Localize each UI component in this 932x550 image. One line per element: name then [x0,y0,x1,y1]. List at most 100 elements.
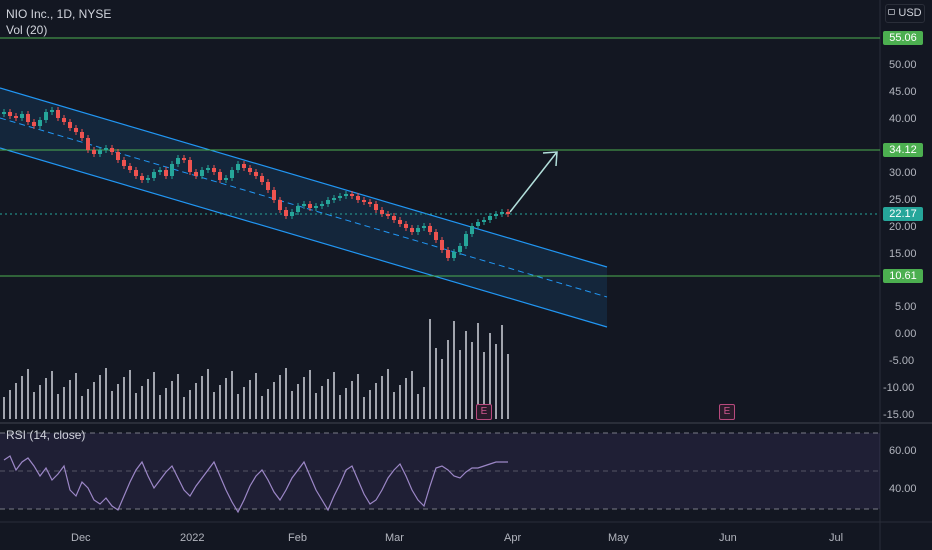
candle [182,155,186,163]
volume-bar [105,368,107,419]
volume-bar [195,383,197,419]
candle [272,187,276,203]
rsi-legend[interactable]: RSI (14, close) [6,428,86,442]
candle [470,223,474,237]
volume-bar [81,396,83,419]
time-label: 2022 [180,532,205,544]
volume-bar [243,387,245,419]
volume-bar [309,370,311,419]
volume-bar [315,393,317,419]
volume-bar [261,396,263,419]
candle [494,211,498,219]
symbol-title[interactable]: NIO Inc., 1D, NYSE [6,7,112,21]
volume-bar [369,390,371,419]
candle [32,119,36,129]
volume-bar [489,333,491,419]
price-tag-34: 34.12 [883,143,923,157]
candle [206,165,210,173]
volume-bars [3,319,509,419]
volume-bar [225,378,227,419]
candle [80,129,84,141]
candle [8,109,12,119]
candle [92,147,96,157]
volume-bar [129,370,131,419]
volume-bar [363,397,365,419]
volume-bar [333,372,335,419]
candle [284,207,288,219]
volume-bar [345,388,347,419]
candle [164,167,168,179]
channel-mid-line [0,117,608,298]
currency-button[interactable]: USD [885,4,925,23]
rsi-line [3,455,508,514]
currency-label: USD [898,7,922,19]
volume-bar [405,378,407,419]
candle [98,147,102,157]
candle [26,111,30,125]
candle [104,145,108,153]
volume-bar [69,380,71,419]
candlesticks [2,107,510,261]
candle [74,125,78,135]
candle [446,247,450,261]
volume-bar [393,392,395,419]
candle [338,193,342,201]
candle [110,145,114,155]
volume-bar [177,374,179,419]
price-tick: 30.00 [889,167,917,179]
candle [152,169,156,181]
volume-bar [441,359,443,419]
channel-upper-line [0,87,608,268]
candle [314,203,318,211]
volume-legend[interactable]: Vol (20) [6,23,48,37]
volume-bar [63,387,65,419]
volume-bar [429,319,431,419]
candle [404,221,408,231]
candle [194,169,198,179]
volume-bar [231,371,233,419]
candle [158,167,162,175]
candle [146,175,150,183]
candle [38,117,42,129]
candle [302,201,306,209]
volume-bar [357,374,359,419]
volume-bar [9,390,11,419]
candle [20,111,24,121]
chart-legend: NIO Inc., 1D, NYSE Vol (20) [6,6,111,38]
candle [242,161,246,171]
volume-bar [147,379,149,419]
candle [350,191,354,199]
candle [62,115,66,125]
price-tick: 0.00 [895,328,917,340]
candle [248,165,252,175]
volume-bar [171,381,173,419]
candle [266,179,270,193]
time-label: Dec [71,532,91,544]
volume-bar [21,376,23,419]
time-label: Feb [288,532,307,544]
volume-bar [51,371,53,419]
earnings-badge[interactable]: E [719,404,735,420]
rsi-tick: 40.00 [889,483,917,495]
volume-bar [267,389,269,419]
volume-bar [213,392,215,419]
price-tick: -5.00 [889,355,915,367]
volume-bar [123,377,125,419]
candle [410,225,414,235]
volume-bar [201,376,203,419]
candle [128,163,132,173]
time-label: Jun [719,532,737,544]
candle [236,161,240,173]
price-tick: 5.00 [895,301,917,313]
volume-bar [75,373,77,419]
candle [278,197,282,213]
volume-bar [255,373,257,419]
candle [188,157,192,175]
candle [170,161,174,179]
candle [452,249,456,261]
earnings-badge[interactable]: E [476,404,492,420]
price-tick: 20.00 [889,221,917,233]
candle [374,201,378,213]
price-tick: 40.00 [889,113,917,125]
